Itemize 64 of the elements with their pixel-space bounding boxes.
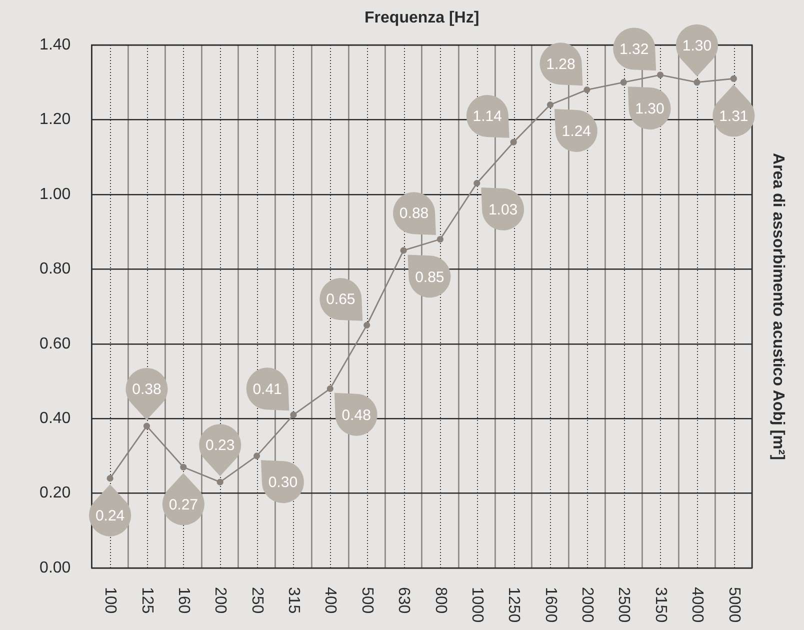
y-tick-label: 0.00 <box>40 559 71 576</box>
data-label: 0.85 <box>415 268 444 286</box>
x-tick-label: 1600 <box>542 587 559 623</box>
point <box>694 79 700 86</box>
point <box>584 86 590 94</box>
data-label: 0.24 <box>95 507 125 524</box>
data-label: 0.88 <box>399 205 429 222</box>
data-label: 0.30 <box>268 474 298 492</box>
x-axis-title: Frequenza [Hz] <box>364 9 480 26</box>
x-tick-label: 400 <box>322 587 339 614</box>
data-label: 1.24 <box>562 123 592 140</box>
point <box>326 385 334 392</box>
y-tick-label: 1.00 <box>40 186 71 203</box>
x-tick-label: 630 <box>395 587 412 614</box>
data-label: 1.14 <box>472 108 502 126</box>
data-label: 1.28 <box>546 56 576 73</box>
point <box>364 322 370 328</box>
x-tick-label: 315 <box>285 587 302 614</box>
x-tick-label: 100 <box>102 587 119 614</box>
x-tick-label: 200 <box>212 587 229 614</box>
point <box>290 412 297 418</box>
data-label: 1.30 <box>635 100 664 118</box>
data-label: 1.03 <box>488 202 518 219</box>
data-label: 0.41 <box>252 380 282 398</box>
point <box>106 475 114 482</box>
y-tick-label: 0.60 <box>40 335 71 352</box>
point <box>253 452 260 460</box>
point <box>510 138 517 146</box>
y-tick-label: 1.20 <box>40 111 71 128</box>
x-tick-label: 125 <box>138 587 156 614</box>
y-tick-label: 0.20 <box>40 484 71 502</box>
x-tick-label: 250 <box>248 587 266 614</box>
x-tick-label: 800 <box>432 587 449 614</box>
data-label: 0.65 <box>326 291 356 308</box>
x-tick-label: 500 <box>358 587 376 614</box>
point <box>656 72 664 78</box>
x-tick-label: 1000 <box>468 587 486 623</box>
x-tick-label: 4000 <box>688 587 706 623</box>
data-label: 0.23 <box>205 437 235 454</box>
x-tick-label: 2500 <box>615 587 632 623</box>
x-tick-label: 3150 <box>652 587 669 623</box>
point <box>546 101 554 108</box>
point <box>620 79 627 86</box>
y-tick-label: 1.40 <box>40 36 71 54</box>
data-label: 0.38 <box>132 381 162 398</box>
x-tick-label: 5000 <box>725 587 742 623</box>
y-tick-label: 0.80 <box>40 260 71 278</box>
point <box>143 422 150 430</box>
data-label: 1.30 <box>682 38 712 54</box>
point <box>400 247 407 254</box>
data-label: 1.31 <box>719 108 748 125</box>
x-tick-label: 1250 <box>505 587 522 623</box>
data-label: 0.48 <box>342 406 371 424</box>
y-axis-title: Area di assorbimento acustico Aobj [m²] <box>770 152 787 460</box>
point <box>436 236 444 243</box>
x-tick-label: 160 <box>175 587 192 614</box>
point <box>474 180 480 187</box>
x-tick-label: 2000 <box>578 587 596 623</box>
data-label: 1.32 <box>620 40 649 58</box>
point <box>180 464 187 470</box>
y-tick-label: 0.40 <box>40 410 71 427</box>
data-label: 0.27 <box>168 496 198 514</box>
point <box>216 478 224 486</box>
point <box>730 75 737 82</box>
